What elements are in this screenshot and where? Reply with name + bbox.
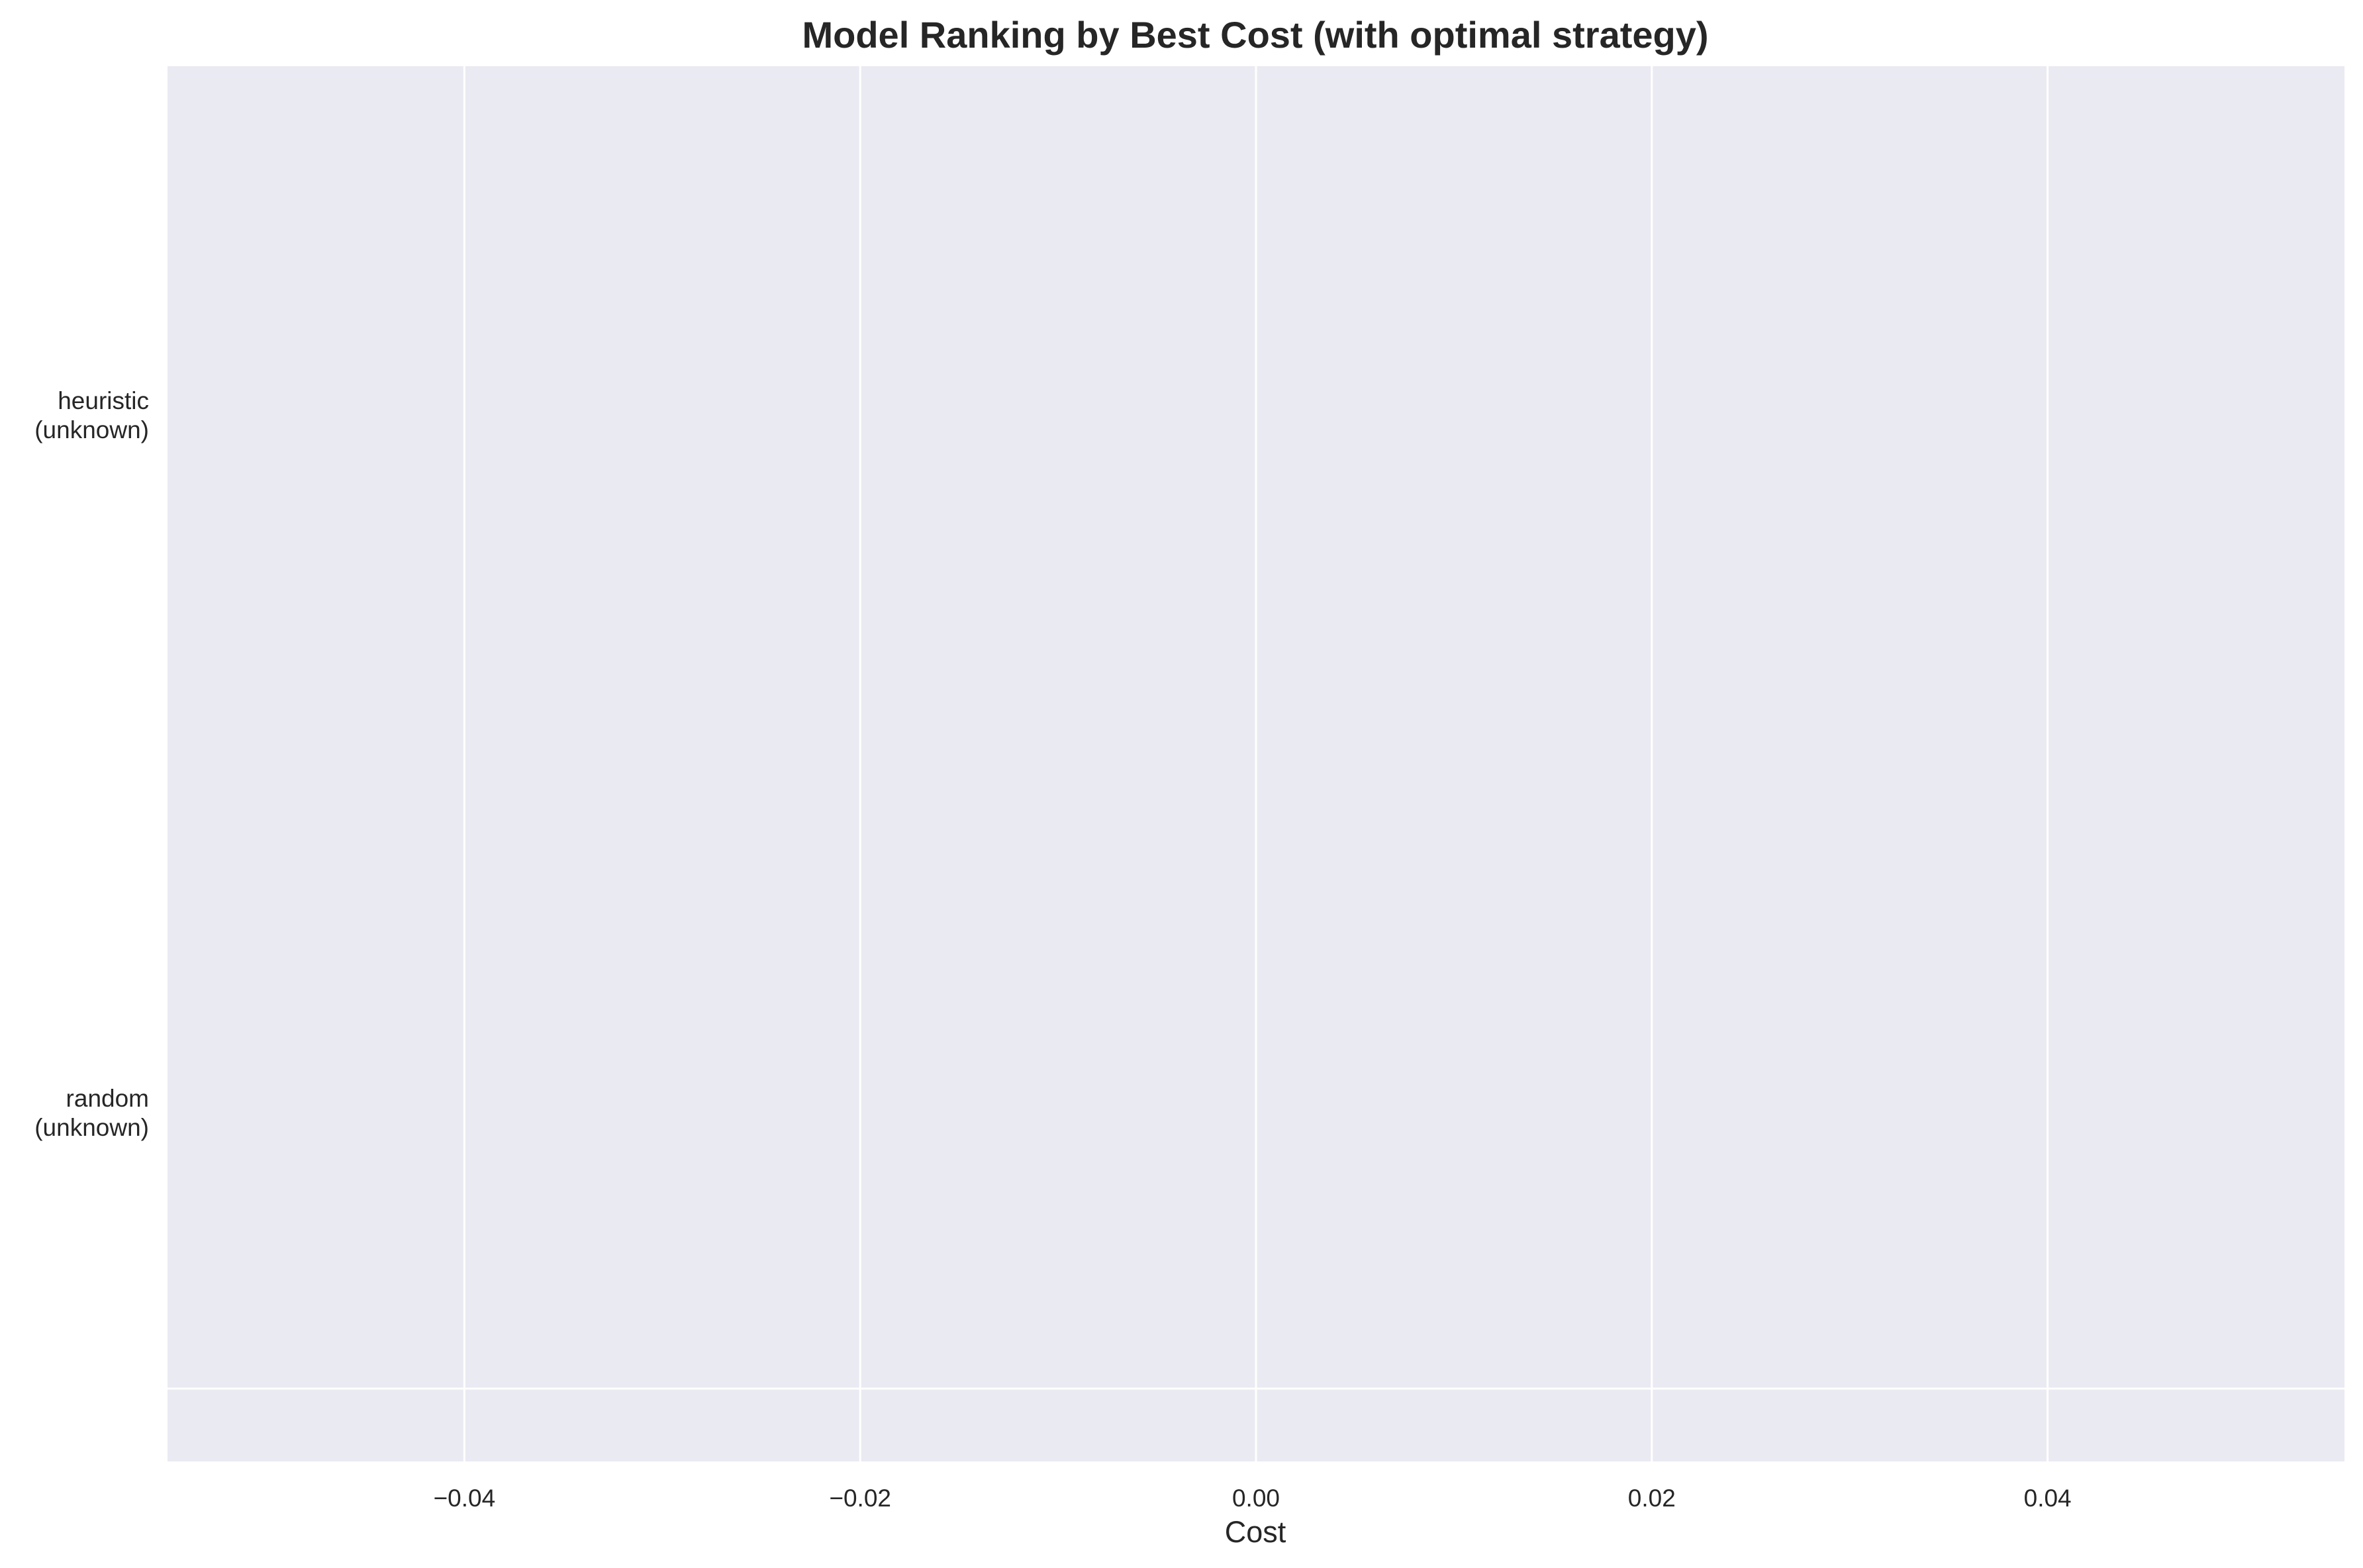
y-tick-label: heuristic (unknown) — [34, 387, 149, 443]
x-tick-label: −0.02 — [829, 1485, 891, 1512]
x-tick-label: −0.04 — [434, 1485, 496, 1512]
y-tick-labels: heuristic (unknown) random (unknown) — [34, 387, 149, 1141]
x-tick-label: 0.00 — [1232, 1485, 1280, 1512]
grid-lines — [168, 66, 2344, 1461]
x-axis-label: Cost — [1225, 1515, 1286, 1549]
y-tick-label: random (unknown) — [34, 1085, 149, 1141]
chart-title: Model Ranking by Best Cost (with optimal… — [802, 14, 1708, 56]
x-tick-label: 0.04 — [2024, 1485, 2072, 1512]
x-tick-label: 0.02 — [1628, 1485, 1676, 1512]
x-tick-labels: −0.04 −0.02 0.00 0.02 0.04 — [434, 1485, 2072, 1512]
